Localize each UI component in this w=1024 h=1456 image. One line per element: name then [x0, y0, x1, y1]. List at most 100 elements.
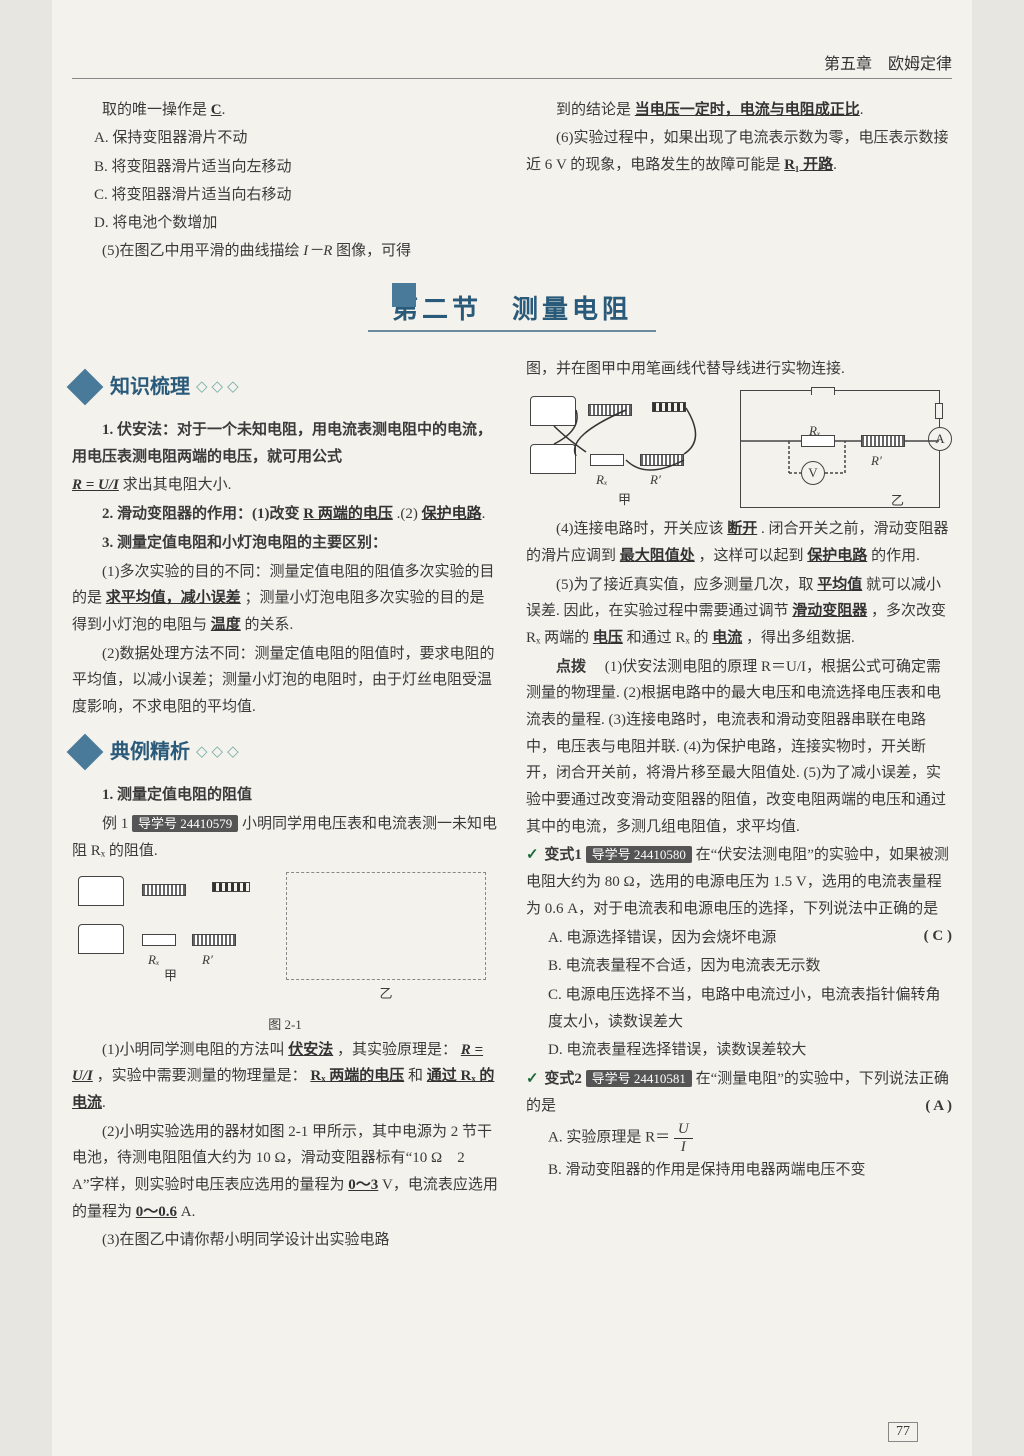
page-number: 77: [888, 1422, 918, 1442]
check-icon: ✓: [526, 847, 539, 863]
p4u2: 最大阻值处: [620, 548, 695, 564]
example-heading-text: 典例精析: [110, 735, 190, 771]
frac-den: I: [674, 1139, 693, 1156]
p4u1: 断开: [727, 521, 757, 537]
c2-intro: 图，并在图甲中用笔画线代替导线进行实物连接.: [526, 356, 952, 383]
top-left-column: 取的唯一操作是 C. A. 保持变阻器滑片不动 B. 将变阻器滑片适当向左移动 …: [72, 97, 498, 267]
concl-u: 当电压一定时，电流与电阻成正比: [635, 102, 860, 118]
circuit-jia: Rₓ R′ 甲: [526, 390, 726, 508]
k2u1: R 两端的电压: [303, 506, 393, 522]
v1-label: 变式1: [544, 847, 582, 863]
p4u3: 保护电路: [807, 548, 867, 564]
k2a: 2. 滑动变阻器的作用：(1)改变: [102, 506, 300, 522]
p1u1: 伏安法: [288, 1042, 333, 1058]
example-heading: 典例精析 ◇◇◇: [72, 735, 498, 771]
label-rx: Rₓ: [148, 948, 160, 971]
dots-icon: ◇◇◇: [196, 739, 243, 766]
v1-ans: ( C ): [924, 923, 952, 950]
label-rp: R′: [650, 468, 661, 491]
p1a: (1)小明同学测电阻的方法叫: [102, 1042, 285, 1058]
fraction-icon: U I: [674, 1121, 693, 1155]
label-yi: 乙: [286, 982, 486, 1005]
v1-opt-d: D. 电流表量程选择错误，读数误差较大: [526, 1037, 952, 1064]
fig-caption: 图 2-1: [72, 1013, 498, 1036]
dots-icon: ◇◇◇: [196, 374, 243, 401]
q5a: (5)在图乙中用平滑的曲线描绘: [102, 243, 303, 259]
circuit-figure: Rₓ R′ 甲 A Rₓ V R′: [526, 390, 952, 508]
fig-jia: Rₓ R′ 甲: [72, 872, 272, 980]
v2-opt-a: A. 实验原理是 R＝ U I: [526, 1121, 952, 1155]
code-badge: 导学号 24410579: [132, 815, 238, 832]
option-d: D. 将电池个数增加: [72, 210, 498, 236]
tips-label: 点拨: [556, 659, 586, 675]
k31c: 的关系.: [245, 617, 294, 633]
chapter-header: 第五章 欧姆定律: [72, 50, 952, 79]
p2u2: 0～0.6: [136, 1204, 177, 1220]
p1c: ，实验中需要测量的物理量是：: [97, 1068, 307, 1084]
label-rx: Rₓ: [596, 468, 608, 491]
option-a: A. 保持变阻器滑片不动: [72, 125, 498, 151]
top-right-column: 到的结论是 当电压一定时，电流与电阻成正比. (6)实验过程中，如果出现了电流表…: [526, 97, 952, 267]
k1b: 求出其电阻大小.: [123, 477, 232, 493]
p4c: ，这样可以起到: [699, 548, 804, 564]
ans6: R₁ 开路: [784, 157, 833, 173]
label-rp: R′: [202, 948, 213, 971]
k31u2: 温度: [211, 617, 241, 633]
p4d: 的作用.: [871, 548, 920, 564]
v1-opt-a: A. 电源选择错误，因为会烧坏电源: [526, 925, 952, 952]
label-yi: 乙: [891, 489, 904, 512]
rheostat-icon: [192, 934, 236, 946]
knowledge-heading-text: 知识梳理: [110, 370, 190, 406]
ex1-title: 1. 测量定值电阻的阻值: [72, 782, 498, 809]
p1d: 和: [408, 1068, 423, 1084]
k31u: 求平均值，减小误差: [106, 590, 241, 606]
p1u3: Rₓ 两端的电压: [310, 1068, 404, 1084]
knowledge-heading: 知识梳理 ◇◇◇: [72, 370, 498, 406]
resistor-icon: [142, 934, 176, 946]
check-icon: ✓: [526, 1071, 539, 1087]
battery-icon: [212, 882, 250, 892]
v2a-text: A. 实验原理是 R＝: [548, 1130, 670, 1146]
k32: (2)数据处理方法不同：测量定值电阻的阻值时，要求电阻的平均值，以减小误差；测量…: [72, 641, 498, 721]
option-c: C. 将变阻器滑片适当向右移动: [72, 182, 498, 208]
frac-num: U: [674, 1121, 693, 1139]
diamond-icon: [67, 369, 104, 406]
v1-opt-c: C. 电源电压选择不当，电路中电流过小，电流表指针偏转角度太小，读数误差大: [526, 982, 952, 1035]
rheostat-icon: [142, 884, 186, 896]
q5-ir: I－R: [303, 243, 332, 259]
ex1-label: 例 1: [102, 816, 128, 832]
v2-label: 变式2: [544, 1071, 582, 1087]
q-text: 取的唯一操作是: [102, 102, 207, 118]
label-jia: 甲: [618, 488, 631, 511]
answer-c: C: [211, 102, 222, 118]
p5u4: 电流: [712, 630, 742, 646]
figure-2-1: Rₓ R′ 甲 乙: [72, 872, 498, 1005]
p3: (3)在图乙中请你帮小明同学设计出实验电路: [72, 1227, 498, 1254]
p5u2: 滑动变阻器: [792, 603, 867, 619]
k1a: 1. 伏安法：对于一个未知电阻，用电流表测电阻中的电流，用电压表测电阻两端的电压…: [72, 422, 492, 465]
code-badge: 导学号 24410580: [586, 846, 692, 863]
p5a: (5)为了接近真实值，应多测量几次，取: [556, 577, 814, 593]
fig-yi-box: [286, 872, 486, 980]
k2b: .(2): [397, 506, 418, 522]
k3: 3. 测量定值电阻和小灯泡电阻的主要区别：: [72, 530, 498, 557]
ammeter-icon: [78, 924, 124, 954]
q6: (6)实验过程中，如果出现了电流表示数为零，电压表示数接近 6 V 的现象，电路…: [526, 130, 949, 172]
option-b: B. 将变阻器滑片适当向左移动: [72, 154, 498, 180]
p5d: 和通过 Rₓ 的: [627, 630, 709, 646]
circuit-lines-icon: [741, 391, 941, 509]
code-badge: 导学号 24410581: [586, 1070, 692, 1087]
p4a: (4)连接电路时，开关应该: [556, 521, 724, 537]
v1-opt-b: B. 电流表量程不合适，因为电流表无示数: [526, 953, 952, 980]
label-jia: 甲: [164, 964, 177, 987]
voltmeter-icon: [78, 876, 124, 906]
right-column: 图，并在图甲中用笔画线代替导线进行实物连接.: [526, 356, 952, 1257]
section-marker-icon: [392, 283, 416, 307]
q5c: 图像，可得: [336, 243, 411, 259]
p5e: ，得出多组数据.: [746, 630, 855, 646]
k2u2: 保护电路: [422, 506, 482, 522]
p5u3: 电压: [593, 630, 623, 646]
p1b: ，其实验原理是：: [337, 1042, 457, 1058]
p2u1: 0～3: [348, 1177, 378, 1193]
p5u1: 平均值: [817, 577, 862, 593]
